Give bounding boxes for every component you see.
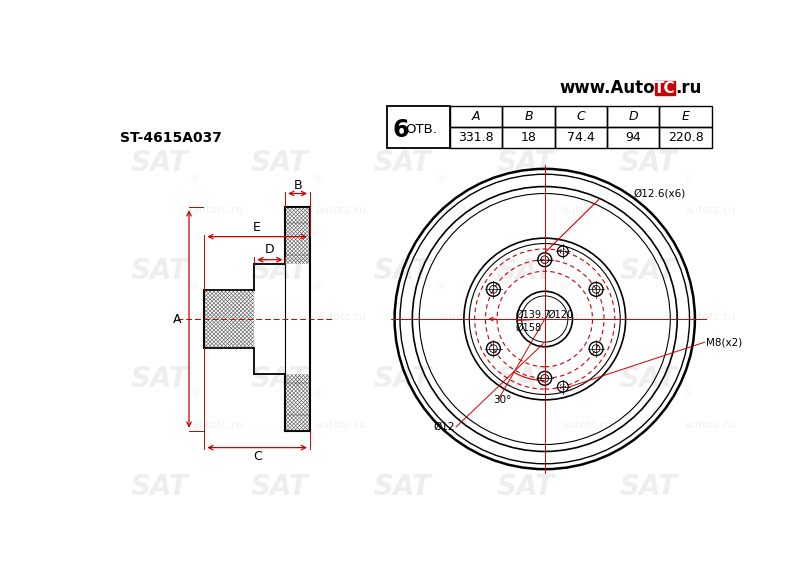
Text: SAT: SAT (497, 473, 554, 501)
Text: ®: ® (190, 174, 199, 184)
Text: autotc.ru: autotc.ru (315, 205, 366, 215)
Text: ®: ® (313, 174, 322, 184)
Bar (387, 107, 450, 148)
Text: SAT: SAT (250, 257, 308, 285)
Text: ®: ® (559, 390, 569, 399)
Text: 6: 6 (393, 117, 409, 142)
Text: SAT: SAT (374, 473, 431, 501)
Text: ОТВ.: ОТВ. (406, 123, 438, 136)
Text: Ø120: Ø120 (548, 310, 574, 320)
Text: autotc.ru: autotc.ru (685, 312, 736, 323)
Text: autotc.ru: autotc.ru (562, 205, 613, 215)
Text: SAT: SAT (250, 473, 308, 501)
Text: SAT: SAT (374, 257, 431, 285)
Bar (659, 107, 712, 127)
Text: autotc.ru: autotc.ru (315, 312, 366, 323)
Text: SAT: SAT (250, 150, 308, 178)
Text: ST-4615A037: ST-4615A037 (120, 131, 222, 144)
Text: SAT: SAT (620, 257, 678, 285)
Text: SAT: SAT (374, 150, 431, 178)
Text: B: B (524, 111, 533, 123)
Text: autotc.ru: autotc.ru (438, 420, 490, 430)
Text: SAT: SAT (497, 257, 554, 285)
Text: C: C (577, 111, 586, 123)
Text: C: C (253, 450, 262, 464)
Bar (502, 127, 554, 148)
Text: ®: ® (436, 390, 446, 399)
Text: ®: ® (436, 174, 446, 184)
Text: autotc.ru: autotc.ru (315, 420, 366, 430)
Text: E: E (254, 221, 261, 234)
FancyBboxPatch shape (655, 81, 675, 95)
Text: D: D (629, 111, 638, 123)
Text: autotc.ru: autotc.ru (438, 312, 490, 323)
Bar (607, 107, 659, 127)
Text: SAT: SAT (497, 150, 554, 178)
Text: E: E (682, 111, 690, 123)
Text: A: A (472, 111, 481, 123)
Text: SAT: SAT (131, 365, 189, 393)
Text: ®: ® (313, 282, 322, 292)
Text: ®: ® (190, 390, 199, 399)
Text: Ø139.7: Ø139.7 (515, 310, 550, 320)
Bar (607, 127, 659, 148)
Text: ®: ® (559, 174, 569, 184)
Text: Ø12: Ø12 (433, 422, 454, 432)
Text: SAT: SAT (131, 473, 189, 501)
Text: autotc.ru: autotc.ru (685, 420, 736, 430)
Text: .ru: .ru (676, 79, 702, 97)
Text: 220.8: 220.8 (668, 131, 703, 144)
Text: SAT: SAT (620, 150, 678, 178)
Text: 74.4: 74.4 (567, 131, 595, 144)
Text: autotc.ru: autotc.ru (192, 205, 243, 215)
Text: autotc.ru: autotc.ru (685, 205, 736, 215)
Text: autotc.ru: autotc.ru (562, 312, 613, 323)
Text: SAT: SAT (620, 473, 678, 501)
Text: SAT: SAT (374, 365, 431, 393)
Text: SAT: SAT (250, 365, 308, 393)
Text: SAT: SAT (131, 150, 189, 178)
Text: ®: ® (313, 390, 322, 399)
Text: M8(x2): M8(x2) (706, 337, 742, 347)
Text: autotc.ru: autotc.ru (438, 205, 490, 215)
Text: 18: 18 (521, 131, 537, 144)
Text: D: D (265, 243, 274, 256)
Text: ®: ® (559, 282, 569, 292)
Text: 30°: 30° (494, 395, 511, 405)
Text: SAT: SAT (131, 257, 189, 285)
Text: 94: 94 (626, 131, 641, 144)
Text: www.Auto: www.Auto (559, 79, 655, 97)
Bar (502, 107, 554, 127)
Text: ®: ® (190, 282, 199, 292)
Text: SAT: SAT (620, 365, 678, 393)
Text: autotc.ru: autotc.ru (562, 420, 613, 430)
Text: ®: ® (436, 282, 446, 292)
Text: 331.8: 331.8 (458, 131, 494, 144)
Text: ®: ® (682, 174, 692, 184)
Bar (554, 107, 607, 127)
Text: Ø158: Ø158 (515, 323, 542, 333)
Bar (450, 107, 502, 127)
Bar (450, 127, 502, 148)
Text: ®: ® (682, 390, 692, 399)
Text: A: A (173, 312, 182, 325)
Text: B: B (294, 179, 302, 191)
Text: SAT: SAT (497, 365, 554, 393)
Text: autotc.ru: autotc.ru (192, 312, 243, 323)
Text: ®: ® (682, 282, 692, 292)
Bar (659, 127, 712, 148)
Bar (554, 127, 607, 148)
Text: TC: TC (654, 81, 676, 96)
Text: autotc.ru: autotc.ru (192, 420, 243, 430)
Text: Ø12.6(x6): Ø12.6(x6) (634, 189, 686, 198)
